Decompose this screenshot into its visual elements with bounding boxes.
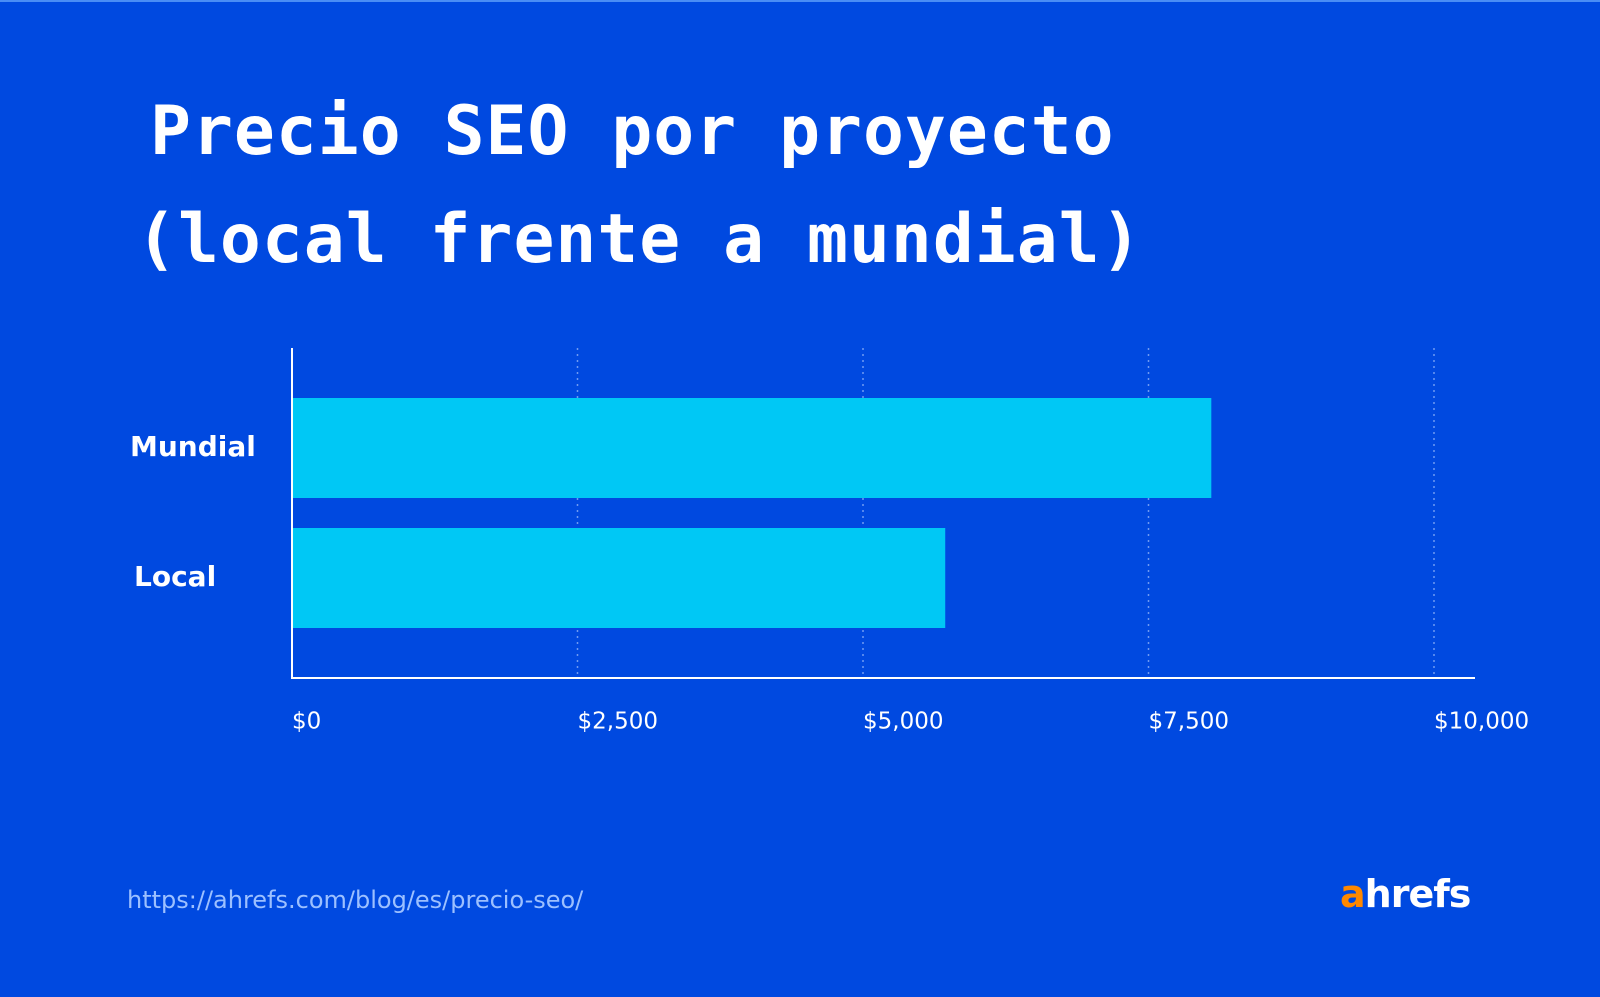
chart-title-line-1: Precio SEO por proyecto: [150, 92, 1115, 171]
x-tick-label-3: $7,500: [1149, 709, 1229, 735]
category-label-local: Local: [134, 560, 216, 593]
x-tick-label-1: $2,500: [578, 709, 658, 735]
top-border-line: [0, 0, 1600, 2]
logo-accent-letter: a: [1340, 872, 1366, 916]
x-tick-label-0: $0: [292, 709, 321, 735]
source-url[interactable]: https://ahrefs.com/blog/es/precio-seo/: [127, 886, 584, 914]
chart-title: Precio SEO por proyecto (local frente a …: [136, 78, 1143, 294]
logo-wordmark: hrefs: [1364, 872, 1472, 916]
bar-local: [292, 528, 946, 628]
x-tick-label-2: $5,000: [863, 709, 943, 735]
chart-title-line-2: (local frente a mundial): [136, 200, 1143, 279]
x-tick-label-4: $10,000: [1434, 709, 1529, 735]
category-label-mundial: Mundial: [130, 430, 256, 463]
ahrefs-logo: ahrefs: [1340, 872, 1472, 916]
bar-mundial: [292, 398, 1212, 498]
